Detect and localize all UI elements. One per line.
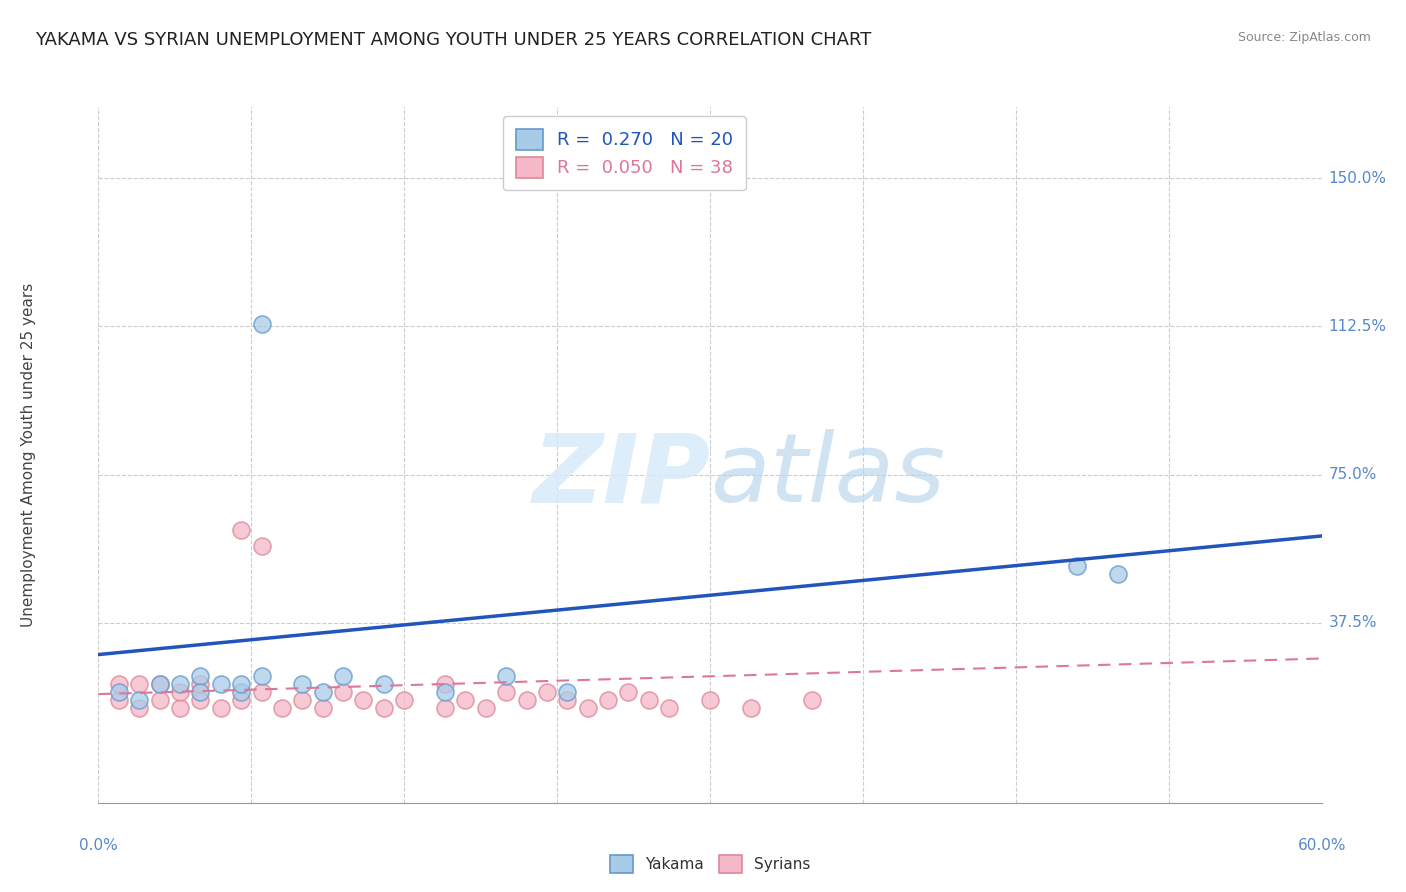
Point — [312, 685, 335, 699]
Point — [536, 685, 558, 699]
Point — [495, 685, 517, 699]
Text: 112.5%: 112.5% — [1329, 319, 1386, 334]
Point — [576, 701, 599, 715]
Point — [250, 318, 273, 332]
Point — [149, 677, 172, 691]
Point — [188, 677, 212, 691]
Point — [332, 669, 354, 683]
Point — [128, 693, 150, 707]
Point — [474, 701, 498, 715]
Point — [231, 685, 253, 699]
Text: 60.0%: 60.0% — [1298, 838, 1346, 854]
Point — [373, 677, 395, 691]
Point — [231, 523, 253, 537]
Point — [555, 685, 579, 699]
Text: ZIP: ZIP — [531, 429, 710, 523]
Point — [108, 685, 131, 699]
Point — [495, 669, 517, 683]
Point — [658, 701, 681, 715]
Point — [231, 693, 253, 707]
Point — [598, 693, 620, 707]
Point — [250, 669, 273, 683]
Point — [617, 685, 640, 699]
Point — [637, 693, 661, 707]
Text: 0.0%: 0.0% — [79, 838, 118, 854]
Point — [373, 701, 395, 715]
Text: atlas: atlas — [710, 429, 945, 523]
Point — [555, 693, 579, 707]
Point — [188, 685, 212, 699]
Point — [250, 685, 273, 699]
Legend: Yakama, Syrians: Yakama, Syrians — [603, 849, 817, 879]
Point — [740, 701, 762, 715]
Point — [108, 677, 131, 691]
Point — [312, 701, 335, 715]
Point — [209, 677, 232, 691]
Point — [392, 693, 416, 707]
Text: 37.5%: 37.5% — [1329, 615, 1376, 631]
Text: 150.0%: 150.0% — [1329, 170, 1386, 186]
Point — [291, 693, 314, 707]
Point — [801, 693, 824, 707]
Point — [149, 677, 172, 691]
Point — [434, 677, 457, 691]
Point — [332, 685, 354, 699]
Point — [516, 693, 538, 707]
Text: YAKAMA VS SYRIAN UNEMPLOYMENT AMONG YOUTH UNDER 25 YEARS CORRELATION CHART: YAKAMA VS SYRIAN UNEMPLOYMENT AMONG YOUT… — [35, 31, 872, 49]
Point — [108, 693, 131, 707]
Point — [209, 701, 232, 715]
Point — [169, 701, 191, 715]
Point — [188, 693, 212, 707]
Point — [454, 693, 477, 707]
Point — [188, 669, 212, 683]
Point — [352, 693, 374, 707]
Point — [1066, 558, 1088, 573]
Point — [250, 539, 273, 553]
Point — [1107, 566, 1129, 581]
Point — [291, 677, 314, 691]
Point — [149, 693, 172, 707]
Point — [434, 685, 457, 699]
Text: 75.0%: 75.0% — [1329, 467, 1376, 483]
Point — [270, 701, 294, 715]
Point — [169, 677, 191, 691]
Point — [128, 701, 150, 715]
Point — [231, 677, 253, 691]
Point — [128, 677, 150, 691]
Text: Unemployment Among Youth under 25 years: Unemployment Among Youth under 25 years — [21, 283, 35, 627]
Point — [434, 701, 457, 715]
Point — [169, 685, 191, 699]
Point — [699, 693, 721, 707]
Text: Source: ZipAtlas.com: Source: ZipAtlas.com — [1237, 31, 1371, 45]
